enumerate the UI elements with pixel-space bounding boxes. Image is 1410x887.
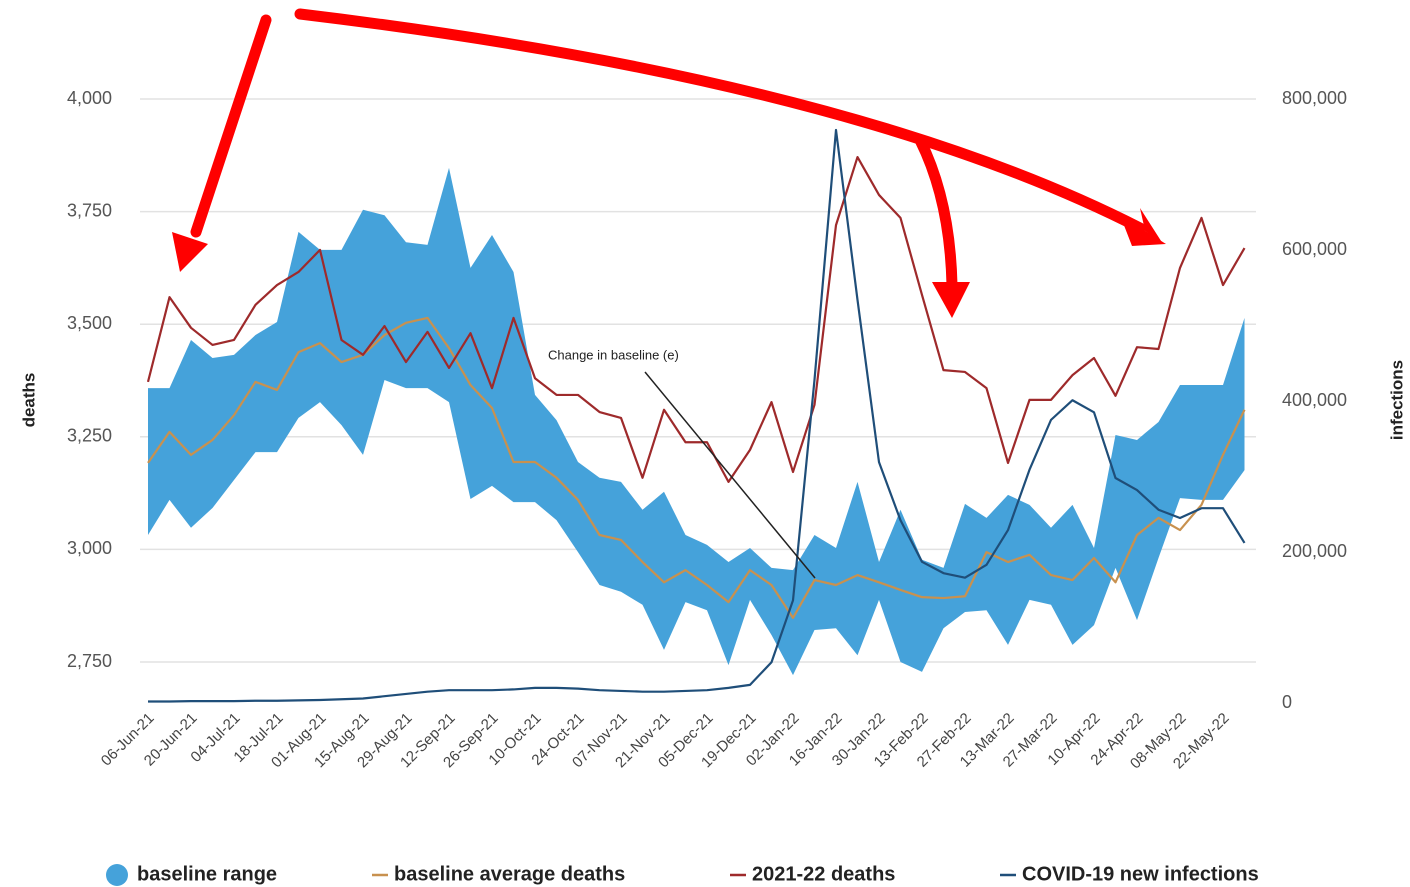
arrow: [190, 14, 272, 238]
arrow-head: [172, 232, 208, 272]
y-axis-label: deaths: [19, 373, 38, 428]
arrow-head: [1120, 215, 1166, 246]
y-tick-label: 2,750: [67, 651, 112, 671]
y2-tick-label: 800,000: [1282, 88, 1347, 108]
legend-swatch: [106, 864, 128, 886]
legend-label: baseline range: [137, 863, 277, 885]
y2-tick-label: 0: [1282, 692, 1292, 712]
series-line: [148, 128, 1246, 703]
y-tick-label: 3,500: [67, 313, 112, 333]
series-line: [147, 316, 1246, 619]
annotation-line: [644, 371, 816, 579]
red-arrows: [190, 8, 1146, 291]
annotation: Change in baseline (e): [548, 347, 679, 362]
legend-label: baseline average deaths: [394, 863, 625, 885]
y-tick-label: 3,750: [67, 200, 112, 220]
arrow-head: [932, 282, 970, 318]
arrow: [294, 8, 1146, 234]
plot-area: 2,750 3,000 3,250 3,500 3,750 4,000 0 200,000 40…: [67, 88, 1347, 773]
y-tick-label: 3,000: [67, 538, 112, 558]
y2-axis-label: infections: [1387, 360, 1406, 440]
series-line: [146, 156, 1246, 483]
legend-label: COVID-19 new infections: [1022, 863, 1259, 885]
arrow: [914, 134, 958, 291]
arrow-heads: [172, 208, 1166, 318]
y-tick-label: 3,250: [67, 426, 112, 446]
baseline-range-band: [148, 167, 1245, 676]
y2-tick-label: 400,000: [1282, 390, 1347, 410]
y2-tick-label: 600,000: [1282, 239, 1347, 259]
legend: baseline range baseline average deaths 202…: [106, 863, 1259, 886]
legend-label: 2021-22 deaths: [752, 863, 895, 885]
arrow-head: [1122, 208, 1163, 244]
y-tick-label: 4,000: [67, 88, 112, 108]
y2-tick-label: 200,000: [1282, 541, 1347, 561]
